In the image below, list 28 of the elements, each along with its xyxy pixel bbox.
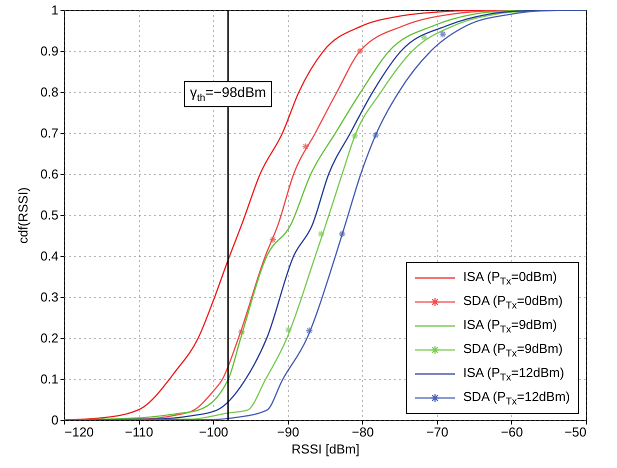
y-tick-label: 0.5 (40, 208, 58, 222)
y-tick-label: 0.6 (40, 166, 58, 182)
y-tick-label: 0 (51, 412, 58, 428)
x-tick-label: −120 (64, 424, 94, 440)
y-tick-label: 0.7 (40, 126, 58, 140)
y-tick-label: 0.2 (40, 330, 58, 346)
y-tick-label: 0.4 (40, 248, 58, 264)
y-axis-title: cdf(RSSI) (15, 187, 30, 244)
y-tick-label: 0.8 (40, 84, 58, 100)
y-tick-label: 0.9 (40, 44, 58, 58)
legend-label: ISA (P$_{Tx}$=9dBm) (463, 316, 557, 336)
legend-label: ISA (P$_{Tx}$=12dBm) (463, 364, 564, 384)
legend-label: SDA (P$_{Tx}$=9dBm) (463, 340, 563, 360)
x-tick-label: −70 (426, 424, 448, 440)
legend-label: SDA (P$_{Tx}$=12dBm) (463, 388, 570, 408)
x-tick-label: −90 (277, 424, 300, 440)
y-tick-label: 0.1 (40, 372, 58, 386)
y-tick-label: 0.3 (40, 290, 58, 304)
ref-line-label: γ$_{th}$=−98dBm (184, 81, 272, 107)
x-tick-label: −60 (500, 424, 523, 440)
legend-label: ISA (P$_{Tx}$=0dBm) (463, 268, 557, 288)
y-tick-label: 1 (51, 2, 58, 18)
x-tick-label: −50 (564, 424, 586, 440)
x-tick-label: −110 (124, 424, 154, 440)
x-axis-title: RSSI [dBm] (292, 442, 360, 456)
legend-label: SDA (P$_{Tx}$=0dBm) (463, 292, 563, 312)
x-tick-label: −100 (198, 424, 228, 440)
x-tick-label: −80 (352, 424, 374, 440)
